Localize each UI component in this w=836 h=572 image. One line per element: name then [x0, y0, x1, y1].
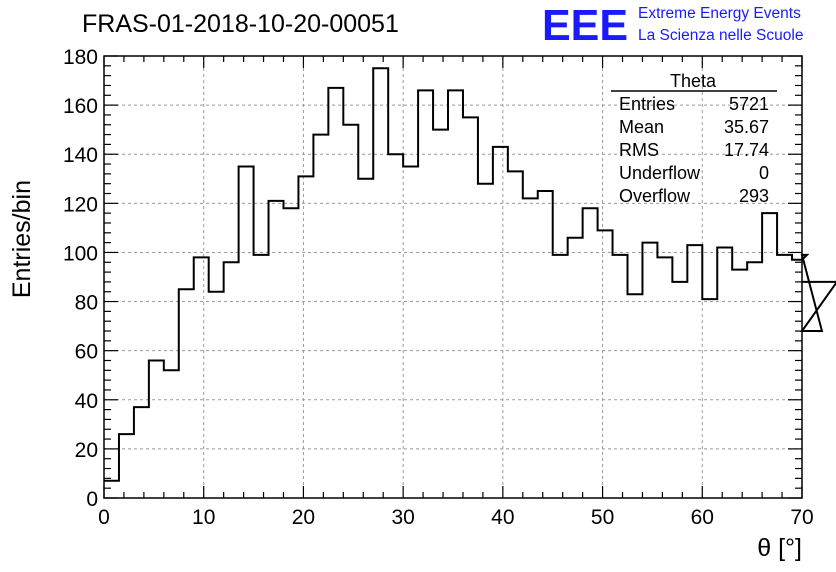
grid-lines: [104, 56, 802, 498]
stats-box: Theta Entries 5721 Mean 35.67 RMS 17.74 Underf…: [611, 71, 777, 206]
x-tick-label: 50: [591, 506, 614, 529]
stats-value: 293: [739, 186, 769, 206]
y-tick-label: 20: [75, 439, 98, 462]
y-tick-label: 160: [63, 95, 98, 118]
chart-title: FRAS-01-2018-10-20-00051: [82, 10, 399, 38]
x-tick-label: 0: [98, 506, 110, 529]
logo-line-1: Extreme Energy Events: [638, 5, 801, 22]
x-axis-ticks: 0 10 20 30 40 50 60 70: [98, 56, 814, 529]
plot-frame: [103, 55, 803, 499]
y-tick-label: 0: [86, 488, 98, 511]
stats-label: RMS: [619, 140, 659, 160]
x-tick-label: 20: [292, 506, 315, 529]
x-tick-label: 10: [192, 506, 215, 529]
stats-title: Theta: [670, 71, 717, 91]
stats-rows: Entries 5721 Mean 35.67 RMS 17.74 Underflow 0 Ov…: [619, 94, 769, 206]
logo-mark: EEE: [542, 1, 628, 50]
y-tick-label: 80: [75, 292, 98, 315]
y-axis-label: Entries/bin: [8, 180, 36, 298]
x-axis-label: θ [°]: [757, 534, 802, 562]
histogram: [104, 67, 836, 482]
y-tick-label: 60: [75, 341, 98, 364]
y-axis-ticks: 0 20 40 60 80 100 120 140 160 180: [63, 46, 802, 511]
stats-label: Overflow: [619, 186, 691, 206]
histogram-outline: [104, 67, 836, 482]
x-tick-label: 30: [391, 506, 414, 529]
y-tick-label: 140: [63, 144, 98, 167]
x-tick-label: 70: [790, 506, 813, 529]
stats-label: Underflow: [619, 163, 701, 183]
x-tick-label: 60: [691, 506, 714, 529]
logo-line-2: La Scienza nelle Scuole: [638, 27, 803, 44]
stats-value: 5721: [729, 94, 769, 114]
stats-value: 0: [759, 163, 769, 183]
y-tick-label: 180: [63, 46, 98, 69]
stats-label: Mean: [619, 117, 664, 137]
stats-label: Entries: [619, 94, 675, 114]
plot-border: [103, 55, 803, 499]
y-tick-label: 120: [63, 193, 98, 216]
y-tick-label: 40: [75, 390, 98, 413]
stats-value: 17.74: [724, 140, 769, 160]
y-tick-label: 100: [63, 242, 98, 265]
stats-value: 35.67: [724, 117, 769, 137]
x-tick-label: 40: [491, 506, 514, 529]
eee-logo: EEE Extreme Energy Events La Scienza nel…: [542, 1, 803, 50]
